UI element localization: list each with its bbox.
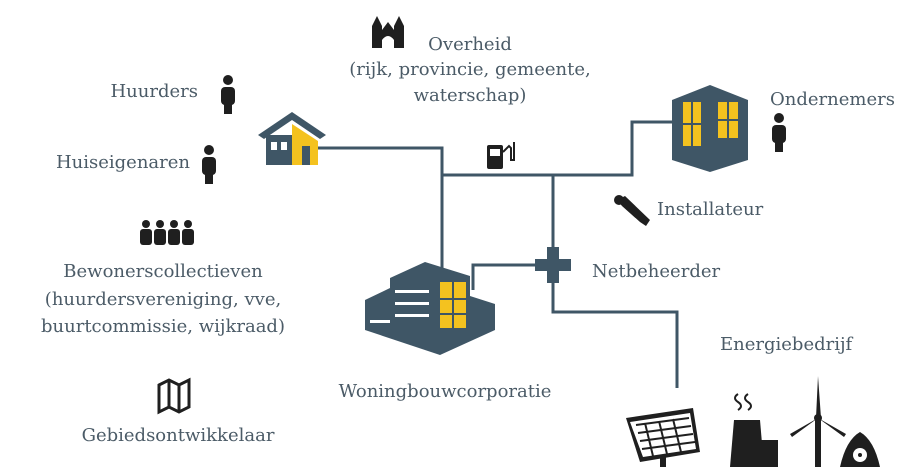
label: (huurdersvereniging, vve, [45, 289, 281, 310]
line [442, 122, 672, 175]
label: buurtcommissie, wijkraad) [41, 316, 285, 337]
line [318, 148, 442, 268]
label: Bewonerscollectieven [63, 261, 263, 282]
office-icon [672, 85, 748, 172]
label: Huiseigenaren [56, 152, 190, 173]
label: waterschap) [414, 85, 527, 106]
energy-icons [626, 376, 880, 467]
installer-icon [614, 195, 650, 226]
label: Netbeheerder [592, 261, 720, 282]
government-icon [372, 16, 404, 48]
label: Ondernemers [770, 89, 895, 110]
label: Energiebedrijf [720, 334, 854, 355]
map-icon [159, 380, 189, 412]
label: Gebiedsontwikkelaar [82, 425, 275, 446]
label: Woningbouwcorporatie [339, 381, 552, 402]
house-icon [258, 112, 326, 165]
label: Huurders [110, 81, 198, 102]
label: Overheid [428, 34, 512, 55]
fuel-pump-icon [487, 142, 514, 169]
label: (rijk, provincie, gemeente, [349, 59, 590, 80]
grid-cross-icon [535, 247, 571, 283]
diagram: Overheid (rijk, provincie, gemeente, wat… [0, 0, 915, 467]
corporation-icon [365, 262, 495, 355]
label: Installateur [657, 199, 764, 220]
